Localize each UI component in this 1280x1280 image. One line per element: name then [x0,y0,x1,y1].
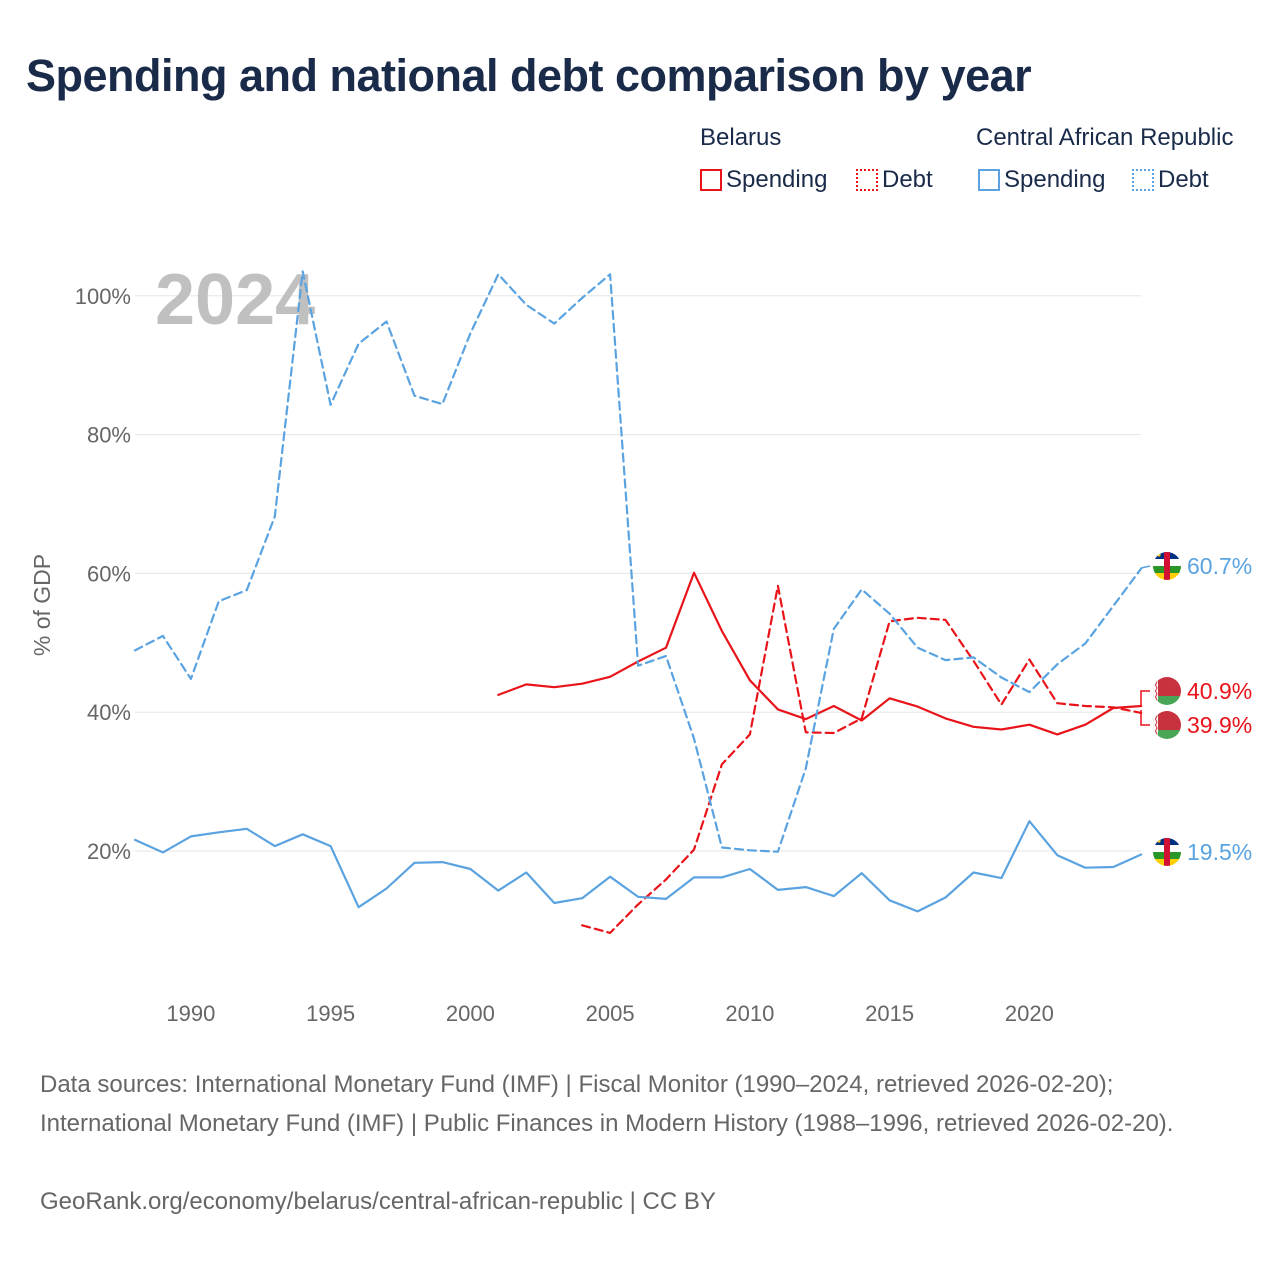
legend-label: Spending [1004,166,1106,193]
y-tick-label: 80% [87,423,131,448]
x-tick-label: 2020 [1005,1001,1054,1026]
end-label-connector [1140,565,1151,569]
legend-car-spending[interactable]: Spending [978,166,1105,194]
legend-swatch-dotted [856,169,878,191]
legend-car-debt[interactable]: Debt [1132,166,1209,194]
y-tick-label: 100% [75,284,131,309]
end-label-car-spending: 19.5% [1187,839,1252,865]
credit-link[interactable]: GeoRank.org/economy/belarus/central-afri… [40,1188,716,1215]
y-axis-label: % of GDP [29,554,55,656]
x-tick-label: 2010 [725,1001,774,1026]
series-line-belarus-spending[interactable] [497,571,1143,736]
y-tick-label: 40% [87,700,131,725]
series-lines [133,270,1143,934]
legend-label: Debt [882,166,933,193]
x-tick-label: 2000 [446,1001,495,1026]
page-title: Spending and national debt comparison by… [26,50,1032,101]
legend-group-central-african-republic: Central African Republic [976,124,1234,151]
end-label-belarus-debt: 39.9% [1187,712,1252,738]
x-tick-label: 1995 [306,1001,355,1026]
series-line-central-african-republic-debt[interactable] [133,270,1143,853]
y-tick-label: 60% [87,561,131,586]
data-sources: Data sources: International Monetary Fun… [40,1071,1174,1137]
x-tick-label: 2015 [865,1001,914,1026]
central-african-republic-flag-icon [1153,838,1181,866]
legend-swatch-solid [700,169,722,191]
end-label-belarus-spending: 40.9% [1187,678,1252,704]
y-tick-label: 20% [87,839,131,864]
legend-swatch-dotted [1132,169,1154,191]
series-line-belarus-debt[interactable] [581,584,1143,934]
end-label-connector [1140,710,1150,726]
legend-label: Spending [726,166,828,193]
belarus-flag-icon [1153,677,1181,705]
legend-group-belarus: Belarus [700,124,782,151]
legend-label: Debt [1158,166,1209,193]
y-axis: 20% 40% 60% 80% 100% [75,284,131,864]
central-african-republic-flag-icon [1153,552,1181,580]
legend-belarus-spending[interactable]: Spending [700,166,827,194]
legend-swatch-solid [978,169,1000,191]
legend-belarus-debt[interactable]: Debt [856,166,933,194]
belarus-flag-icon [1153,711,1181,739]
x-tick-label: 2005 [586,1001,635,1026]
year-watermark: 2024 [155,260,315,340]
end-label-connector [1140,690,1150,705]
gridlines [135,295,1141,852]
line-chart: 2024 20% 40% 60% 80% 100% 1990 1995 2000 2005 20… [29,260,1252,1026]
end-label-car-debt: 60.7% [1187,553,1252,579]
series-line-central-african-republic-spending[interactable] [133,820,1143,913]
x-tick-label: 1990 [166,1001,215,1026]
x-axis: 1990 1995 2000 2005 2010 2015 2020 [166,1001,1053,1026]
